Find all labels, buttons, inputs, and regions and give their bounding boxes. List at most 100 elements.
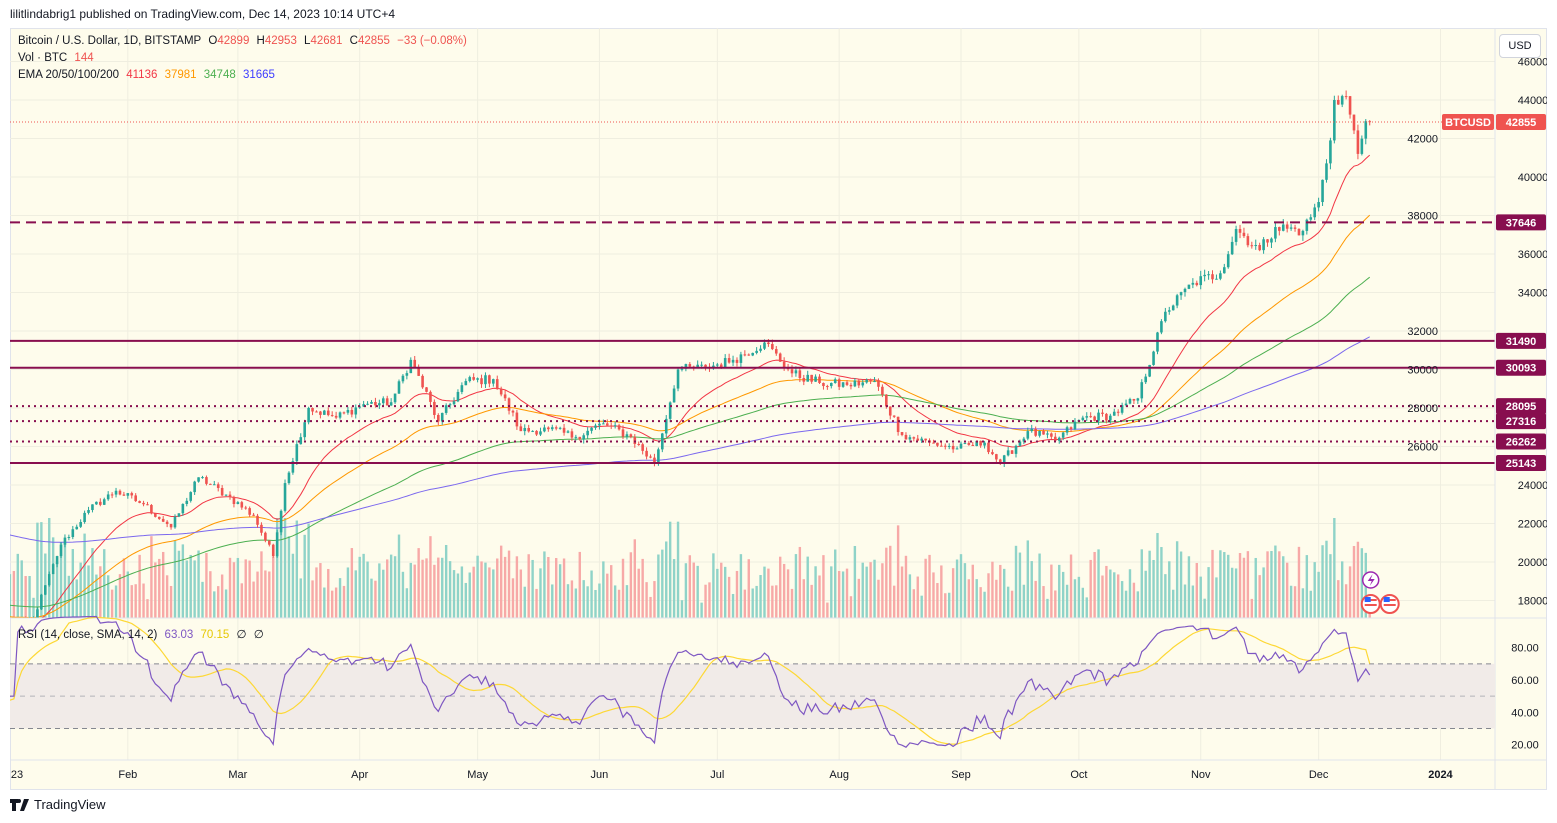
- candle-body: [350, 409, 354, 415]
- volume-bar: [240, 583, 243, 618]
- candle: [774, 346, 778, 356]
- candle: [79, 519, 82, 529]
- volume-bar: [610, 565, 613, 618]
- tradingview-logo-icon: [10, 798, 29, 811]
- candle: [924, 438, 927, 443]
- candle-body: [330, 415, 334, 417]
- candle-body: [142, 502, 145, 505]
- candle-body: [1203, 274, 1206, 277]
- volume-bar: [1069, 554, 1073, 618]
- candle: [1014, 444, 1018, 458]
- candle: [154, 513, 157, 518]
- candle-body: [1002, 455, 1006, 464]
- candle-body: [291, 461, 295, 473]
- candle: [91, 504, 94, 513]
- candle-body: [774, 349, 778, 354]
- rsi-line: [10, 615, 1371, 748]
- candle-body: [1022, 438, 1026, 442]
- ema20-line: [41, 154, 1371, 618]
- candle-body: [562, 427, 566, 433]
- flag-canton: [1383, 597, 1390, 602]
- volume-bar: [551, 584, 554, 618]
- candle: [672, 385, 676, 403]
- volume-bar: [468, 572, 471, 618]
- candle-body: [20, 619, 23, 622]
- volume-bar: [586, 586, 589, 618]
- candle-body: [138, 501, 141, 503]
- tradingview-logo[interactable]: TradingView: [10, 797, 106, 812]
- candle-body: [940, 445, 943, 447]
- volume-bar: [834, 549, 837, 618]
- candle-body: [401, 375, 405, 382]
- candle: [248, 506, 251, 518]
- candle-body: [130, 493, 134, 496]
- chart-svg[interactable]: 37646 31490 30093 28095 27316 26262 25143 BTCUS…: [10, 28, 1547, 790]
- candle-body: [904, 434, 908, 440]
- candle-body: [1081, 417, 1085, 421]
- candle-body: [220, 487, 224, 496]
- volume-bar: [594, 589, 597, 618]
- volume-bar: [1317, 571, 1320, 618]
- volume-bar: [448, 561, 452, 618]
- volume-bar: [99, 566, 102, 618]
- level-price-tag: [1496, 413, 1546, 430]
- candle-body: [24, 619, 27, 620]
- time-tick-label: 23: [11, 769, 23, 781]
- candle: [519, 423, 523, 432]
- time-tick-label: Apr: [351, 769, 368, 781]
- time-tick-label: Dec: [1309, 769, 1329, 781]
- candle: [649, 454, 652, 459]
- volume-bar: [570, 580, 574, 618]
- candle-body: [1211, 274, 1214, 280]
- candle: [865, 378, 868, 384]
- candle-body: [916, 438, 920, 441]
- candle: [818, 374, 821, 385]
- candle: [417, 364, 420, 377]
- candle: [1234, 225, 1238, 246]
- candle-body: [763, 342, 766, 349]
- volume-bar: [503, 556, 507, 618]
- candle-body: [830, 382, 833, 387]
- volume-bar: [425, 558, 428, 618]
- candle: [150, 504, 153, 515]
- candle: [602, 419, 605, 425]
- candle-body: [126, 493, 130, 496]
- volume-bar: [1258, 575, 1261, 618]
- volume-bar: [865, 566, 868, 618]
- candle-body: [264, 532, 267, 541]
- volume-bar: [429, 536, 432, 618]
- volume-bar: [12, 570, 16, 618]
- candle: [409, 357, 413, 374]
- candle-body: [527, 427, 530, 432]
- candle-body: [1215, 278, 1218, 280]
- candle-body: [397, 381, 401, 394]
- candle-body: [197, 477, 200, 482]
- volume-bar: [1116, 574, 1120, 618]
- volume-bar: [389, 554, 393, 618]
- candle: [83, 510, 86, 524]
- candle-body: [1250, 245, 1254, 247]
- volume-bar: [900, 566, 904, 618]
- candle: [71, 525, 75, 540]
- candle-body: [547, 427, 550, 430]
- candle-body: [460, 385, 464, 392]
- candle-body: [963, 442, 967, 444]
- candle-body: [1226, 254, 1230, 268]
- currency-button[interactable]: USD: [1499, 34, 1541, 58]
- candle-body: [1336, 100, 1340, 105]
- volume-bar: [1077, 576, 1081, 618]
- volume-bar: [889, 545, 892, 618]
- volume-bar: [134, 584, 137, 618]
- candle-body: [1352, 114, 1356, 131]
- candle: [759, 345, 762, 353]
- volume-bar: [330, 590, 334, 618]
- rsi-value: 63.03: [164, 629, 194, 641]
- volume-bar: [67, 575, 71, 618]
- volume-bar: [885, 547, 888, 618]
- volume-bar: [142, 583, 145, 618]
- volume-bar: [574, 588, 578, 618]
- volume-bar: [873, 559, 876, 618]
- candle-body: [1120, 405, 1124, 413]
- volume-bar: [759, 575, 762, 618]
- volume-bar: [979, 587, 982, 618]
